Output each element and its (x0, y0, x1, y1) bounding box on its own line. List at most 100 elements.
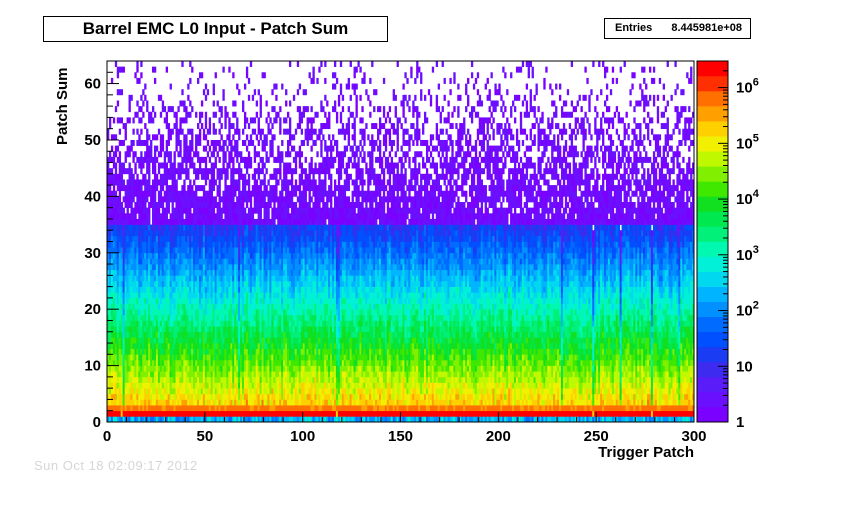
heatmap-cell (198, 111, 202, 118)
heatmap-cell (269, 331, 272, 338)
heatmap-cell (130, 405, 133, 412)
heatmap-cell (177, 292, 180, 299)
heatmap-cell (128, 348, 131, 355)
heatmap-cell (197, 247, 200, 254)
heatmap-cell (208, 365, 212, 372)
heatmap-cell (189, 393, 192, 400)
heatmap-cell (208, 168, 212, 175)
heatmap-cell (294, 399, 298, 406)
heatmap-cell (236, 320, 239, 327)
heatmap-cell (292, 202, 296, 209)
heatmap-cell (173, 156, 176, 163)
heatmap-cell (271, 292, 274, 299)
heatmap-cell (128, 303, 131, 310)
heatmap-cell (197, 343, 200, 350)
heatmap-cell (281, 230, 284, 237)
heatmap-cell (108, 235, 112, 242)
heatmap-cell (114, 331, 118, 338)
heatmap-cell (302, 269, 305, 276)
heatmap-cell (290, 314, 294, 321)
heatmap-cell (236, 117, 239, 124)
heatmap-cell (179, 151, 182, 158)
heatmap-cell (181, 247, 184, 254)
heatmap-cell (148, 190, 151, 197)
heatmap-cell (195, 371, 198, 378)
heatmap-cell (110, 343, 114, 350)
heatmap-cell (185, 134, 188, 141)
heatmap-cell (157, 303, 161, 310)
heatmap-cell (285, 275, 288, 282)
heatmap-cell (243, 354, 247, 361)
heatmap-cell (216, 173, 219, 180)
heatmap-cell (195, 376, 198, 383)
heatmap-cell (191, 66, 194, 73)
heatmap-cell (112, 190, 116, 197)
heatmap-cell (214, 224, 217, 231)
heatmap-cell (136, 309, 139, 316)
heatmap-cell (288, 359, 292, 366)
heatmap-cell (173, 371, 176, 378)
heatmap-cell (173, 123, 176, 130)
heatmap-cell (228, 393, 231, 400)
heatmap-cell (183, 314, 186, 321)
heatmap-cell (245, 230, 249, 237)
heatmap-cell (163, 213, 167, 220)
heatmap-cell (136, 230, 139, 237)
heatmap-cell (140, 61, 143, 67)
heatmap-cell (228, 416, 231, 423)
heatmap-cell (181, 230, 184, 237)
heatmap-cell (110, 359, 114, 366)
heatmap-cell (216, 213, 219, 220)
heatmap-cell (294, 224, 298, 231)
heatmap-cell (232, 280, 235, 287)
heatmap-cell (197, 151, 200, 158)
heatmap-cell (273, 309, 276, 316)
heatmap-cell (279, 230, 282, 237)
heatmap-cell (126, 196, 129, 203)
heatmap-cell (302, 309, 305, 316)
heatmap-cell (161, 162, 165, 169)
heatmap-cell (302, 359, 305, 366)
heatmap-cell (243, 320, 247, 327)
heatmap-cell (193, 162, 196, 169)
heatmap-cell (112, 213, 116, 220)
heatmap-cell (259, 252, 262, 259)
heatmap-cell (189, 303, 192, 310)
heatmap-cell (228, 275, 231, 282)
heatmap-cell (193, 393, 196, 400)
heatmap-cell (265, 269, 268, 276)
heatmap-cell (265, 326, 268, 333)
heatmap-cell (253, 89, 257, 96)
heatmap-cell (247, 123, 251, 130)
heatmap-cell (175, 320, 178, 327)
heatmap-cell (222, 399, 225, 406)
heatmap-cell (210, 331, 214, 338)
heatmap-cell (179, 371, 182, 378)
heatmap-cell (302, 410, 305, 417)
heatmap-cell (200, 185, 204, 192)
heatmap-cell (124, 247, 127, 254)
heatmap-cell (142, 399, 145, 406)
heatmap-cell (155, 185, 159, 192)
heatmap-cell (187, 405, 190, 412)
heatmap-cell (136, 139, 139, 146)
heatmap-cell (173, 207, 176, 214)
heatmap-cell (112, 264, 116, 271)
heatmap-cell (171, 292, 174, 299)
heatmap-cell (234, 213, 237, 220)
heatmap-cell (220, 275, 223, 282)
heatmap-cell (226, 207, 229, 214)
heatmap-cell (230, 359, 233, 366)
heatmap-cell (281, 297, 284, 304)
heatmap-cell (247, 230, 251, 237)
heatmap-cell (118, 162, 122, 169)
heatmap-cell (187, 213, 190, 220)
heatmap-cell (175, 348, 178, 355)
heatmap-cell (208, 399, 212, 406)
heatmap-cell (124, 376, 127, 383)
heatmap-cell (204, 111, 208, 118)
heatmap-cell (214, 247, 217, 254)
heatmap-cell (298, 106, 302, 113)
heatmap-cell (152, 168, 155, 175)
heatmap-cell (136, 416, 139, 423)
